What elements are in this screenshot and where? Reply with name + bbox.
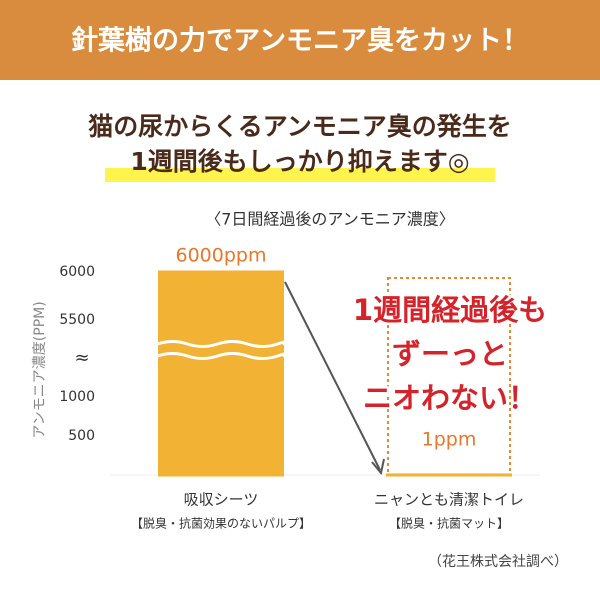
y-axis-label: アンモニア濃度(PPM) bbox=[32, 301, 48, 438]
y-tick-label: 500 bbox=[68, 428, 95, 444]
x-tick-label: ニャンとも清潔トイレ bbox=[374, 491, 524, 509]
category-note: 【脱臭・抗菌マット】 bbox=[389, 516, 509, 531]
x-tick-label: 吸収シーツ bbox=[184, 491, 259, 509]
annotation: ずーっと bbox=[392, 337, 508, 371]
value-label: 1ppm bbox=[422, 429, 477, 451]
banner-title: 針葉樹の力でアンモニア臭をカット！ bbox=[71, 25, 529, 57]
annotation: ニオわない！ bbox=[363, 381, 537, 415]
category-note: 【脱臭・抗菌効果のないパルプ】 bbox=[131, 516, 311, 531]
y-tick-label: 6000 bbox=[59, 264, 95, 280]
chart-title: 〈7日間経過後のアンモニア濃度〉 bbox=[205, 210, 455, 229]
annotation: 1週間経過後も bbox=[353, 293, 547, 327]
bar bbox=[160, 272, 283, 475]
value-label: 6000ppm bbox=[176, 245, 267, 267]
y-tick-label: 5500 bbox=[59, 312, 95, 328]
headline: 1週間後もしっかり抑えます◎ bbox=[130, 147, 469, 176]
axis-break: ≈ bbox=[74, 348, 89, 369]
y-tick-label: 1000 bbox=[59, 389, 95, 405]
source: （花王株式会社調べ） bbox=[428, 554, 568, 570]
headline: 猫の尿からくるアンモニア臭の発生を bbox=[88, 112, 512, 141]
